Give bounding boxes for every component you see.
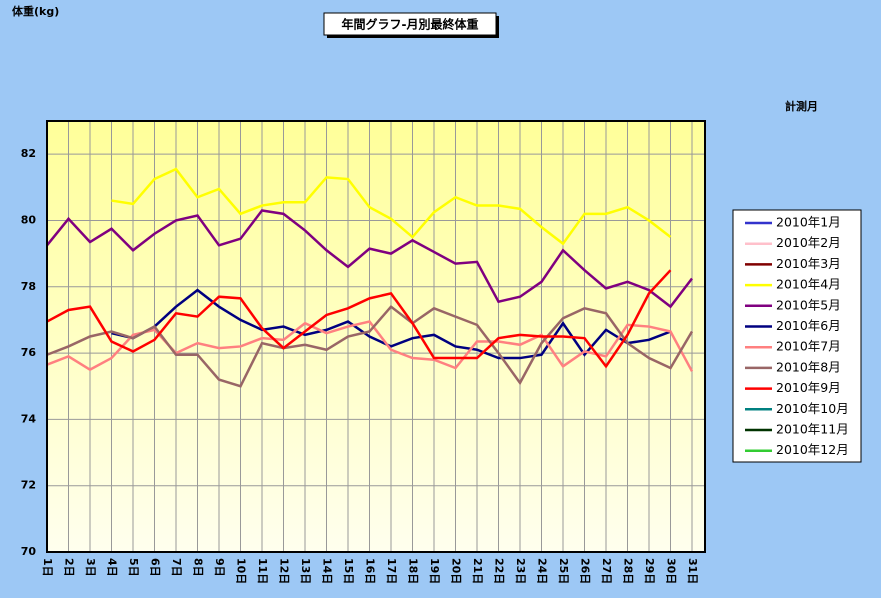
x-tick-label: 20日 <box>450 558 463 584</box>
legend-title: 計測月 <box>785 99 818 113</box>
series-line <box>46 304 694 388</box>
x-tick-label: 22日 <box>493 558 506 584</box>
legend-label: 2010年9月 <box>776 380 841 395</box>
y-tick-label: 70 <box>21 545 37 558</box>
x-tick-label: 6日 <box>149 558 162 577</box>
x-tick-label: 27日 <box>600 558 613 584</box>
series-line <box>111 167 672 246</box>
x-tick-label: 5日 <box>127 558 140 577</box>
y-tick-label: 72 <box>21 479 36 492</box>
x-tick-label: 31日 <box>686 558 699 584</box>
x-tick-label: 21日 <box>471 558 484 584</box>
x-tick-label: 18日 <box>407 558 420 584</box>
x-tick-label: 15日 <box>342 558 355 584</box>
x-tick-label: 16日 <box>364 558 377 584</box>
x-tick-label: 29日 <box>643 558 656 584</box>
x-tick-label: 25日 <box>557 558 570 584</box>
y-tick-label: 80 <box>21 213 37 226</box>
series-line <box>46 209 693 309</box>
chart-title: 年間グラフ-月別最終体重 <box>342 17 479 32</box>
x-tick-label: 8日 <box>192 558 205 577</box>
x-tick-label: 12日 <box>278 558 291 584</box>
x-tick-label: 30日 <box>665 558 678 584</box>
legend-label: 2010年11月 <box>776 422 849 437</box>
x-tick-label: 4日 <box>106 558 119 577</box>
x-tick-label: 9日 <box>213 558 226 577</box>
x-tick-label: 23日 <box>514 558 527 584</box>
y-tick-label: 78 <box>21 280 36 293</box>
x-tick-label: 11日 <box>256 558 269 584</box>
legend-label: 2010年5月 <box>776 297 841 312</box>
x-tick-label: 3日 <box>84 558 97 577</box>
x-tick-label: 7日 <box>170 558 183 577</box>
y-tick-label: 74 <box>21 412 37 425</box>
x-tick-label: 10日 <box>235 558 248 584</box>
legend-label: 2010年2月 <box>776 235 841 250</box>
x-tick-label: 24日 <box>536 558 549 584</box>
x-tick-label: 28日 <box>622 558 635 584</box>
y-tick-label: 76 <box>21 346 37 359</box>
y-axis-label: 体重(kg) <box>12 4 59 18</box>
x-tick-label: 19日 <box>428 558 441 584</box>
y-tick-label: 82 <box>21 147 36 160</box>
legend-label: 2010年3月 <box>776 256 841 271</box>
x-tick-label: 13日 <box>299 558 312 584</box>
x-tick-label: 17日 <box>385 558 398 584</box>
legend-label: 2010年10月 <box>776 401 849 416</box>
legend-label: 2010年6月 <box>776 318 841 333</box>
legend-box <box>732 209 862 463</box>
x-tick-label: 2日 <box>63 558 76 577</box>
title-box <box>323 12 497 36</box>
legend-label: 2010年1月 <box>776 215 841 230</box>
plot-frame <box>46 120 706 553</box>
series-line <box>46 269 672 369</box>
x-tick-label: 26日 <box>579 558 592 584</box>
x-tick-label: 1日 <box>41 558 54 577</box>
legend-label: 2010年4月 <box>776 277 841 292</box>
series-line <box>46 320 694 372</box>
x-tick-label: 14日 <box>321 558 334 584</box>
legend-label: 2010年7月 <box>776 339 841 354</box>
legend-label: 2010年8月 <box>776 359 841 374</box>
series-line <box>111 288 671 360</box>
legend-label: 2010年12月 <box>776 442 849 457</box>
